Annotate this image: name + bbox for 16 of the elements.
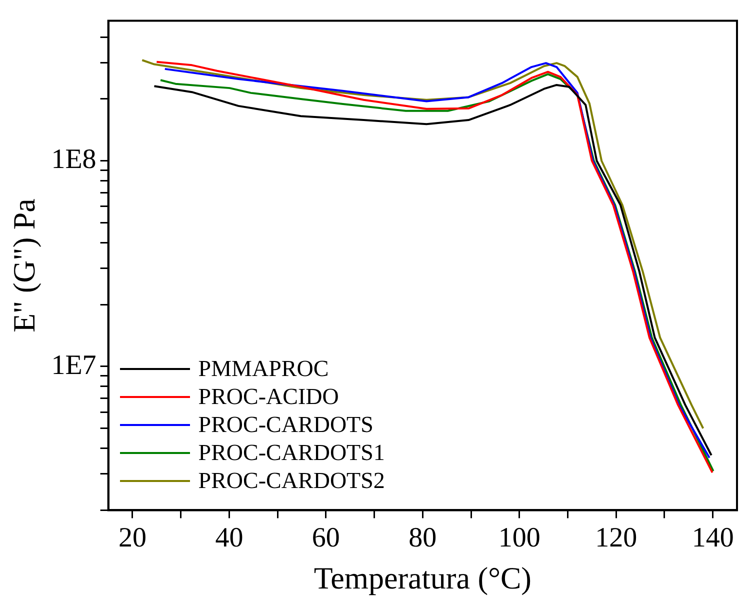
legend-label: PROC-ACIDO bbox=[198, 383, 339, 412]
y-tick-label: 1E7 bbox=[51, 350, 96, 381]
x-tick-label: 120 bbox=[595, 522, 638, 554]
y-tick-label: 1E8 bbox=[51, 144, 96, 176]
legend-label: PROC-CARDOTS2 bbox=[198, 467, 385, 496]
x-tick-label: 80 bbox=[408, 522, 437, 554]
x-axis-title: Temperatura (°C) bbox=[314, 560, 532, 596]
legend-label: PROC-CARDOTS bbox=[198, 411, 374, 440]
x-tick-label: 40 bbox=[215, 522, 244, 554]
x-tick-label: 100 bbox=[498, 522, 540, 554]
y-axis-title: E" (G") Pa bbox=[6, 198, 42, 332]
x-tick-label: 60 bbox=[312, 522, 340, 554]
legend-label: PROC-CARDOTS1 bbox=[198, 439, 385, 468]
legend-label: PMMAPROC bbox=[198, 355, 329, 384]
x-tick-label: 20 bbox=[118, 522, 146, 554]
x-tick-label: 140 bbox=[692, 522, 734, 554]
